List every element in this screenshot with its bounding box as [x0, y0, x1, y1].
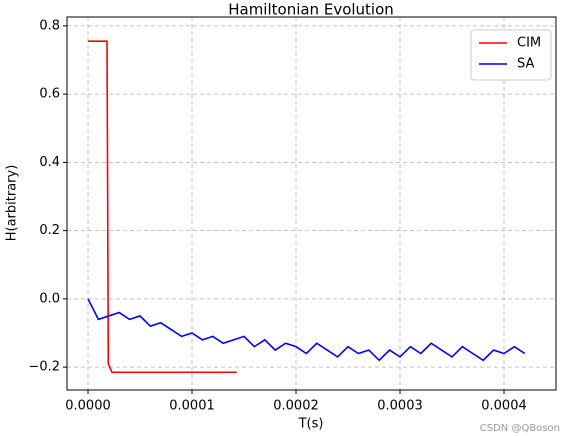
x-tick-label: 0.0001	[169, 399, 215, 414]
plot-frame	[66, 16, 557, 391]
series-line	[87, 298, 526, 362]
y-tick-label: 0.2	[39, 223, 60, 238]
y-tick-label: 0.6	[39, 87, 60, 102]
chart-title: Hamiltonian Evolution	[228, 1, 394, 19]
watermark: CSDN @QBoson	[480, 423, 560, 434]
y-tick-label: 0.4	[39, 155, 60, 170]
legend-label: CIM	[517, 36, 541, 51]
series-line	[88, 40, 237, 374]
x-tick-label: 0.0004	[481, 399, 527, 414]
y-tick-label: −0.2	[28, 360, 60, 375]
legend-label: SA	[517, 57, 534, 72]
y-axis-label: H(arbitrary)	[5, 165, 20, 242]
y-tick-label: 0.8	[39, 18, 60, 33]
y-tick-label: 0.0	[39, 291, 60, 306]
x-tick-label: 0.0000	[65, 399, 111, 414]
x-axis-label: T(s)	[298, 417, 324, 432]
x-tick-label: 0.0002	[273, 399, 319, 414]
x-tick-label: 0.0003	[377, 399, 423, 414]
